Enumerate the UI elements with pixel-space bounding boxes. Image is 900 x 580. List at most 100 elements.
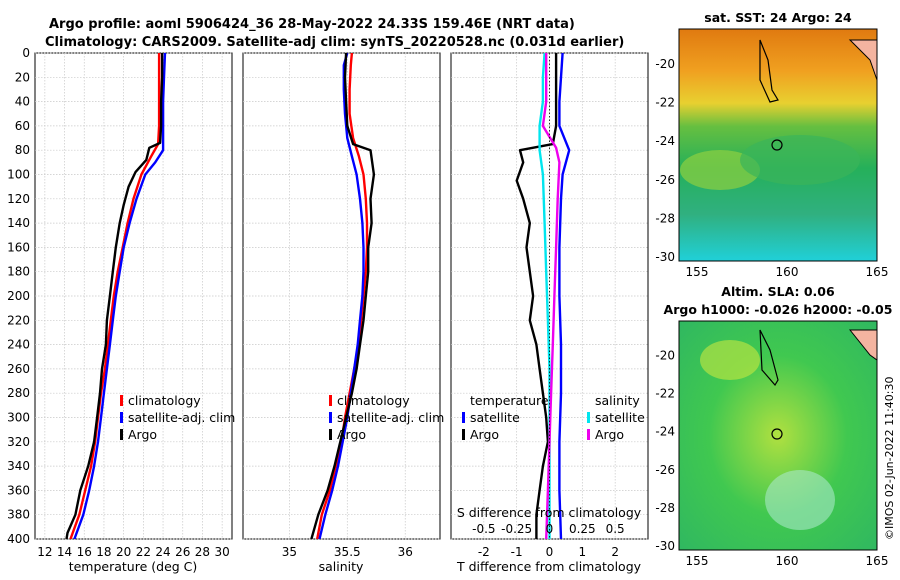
temperature-tick-labels: 12 14 16 18 20 22 24 26 28 30 — [37, 545, 230, 559]
sst-map-title: sat. SST: 24 Argo: 24 — [704, 10, 852, 25]
map-x-tick-label: 160 — [776, 554, 799, 568]
temperature-xlabel: temperature (deg C) — [69, 559, 198, 574]
sla-map-title-1: Altim. SLA: 0.06 — [721, 284, 835, 299]
s-tick-label: 0.5 — [606, 522, 625, 536]
legend-mark-s-satellite — [587, 412, 590, 423]
series-line-satellite-adj-clim — [73, 53, 167, 539]
sst-cool-patch — [740, 135, 860, 185]
sla-high-patch — [700, 340, 760, 380]
map-y-tick-label: -22 — [655, 387, 675, 401]
x-tick-label: -1 — [511, 545, 523, 559]
y-tick-label: 180 — [7, 265, 30, 279]
y-tick-label: 160 — [7, 240, 30, 254]
x-tick-label: 24 — [155, 545, 170, 559]
y-tick-label: 100 — [7, 168, 30, 182]
map-y-tick-label: -26 — [655, 173, 675, 187]
s-tick-label: -0.5 — [472, 522, 495, 536]
sla-map-title-2: Argo h1000: -0.026 h2000: -0.05 — [664, 302, 893, 317]
sla-reef-contour — [759, 329, 779, 387]
s-difference-tick-labels: -0.5 -0.25 0 0.25 0.5 — [472, 522, 625, 536]
series-line-argo — [65, 53, 164, 539]
salinity-tick-labels: 35 35.5 36 — [282, 545, 413, 559]
series-line-argo — [310, 53, 376, 539]
salinity-axes — [242, 52, 441, 540]
map-y-tick-label: -22 — [655, 95, 675, 109]
x-tick-label: 20 — [116, 545, 131, 559]
x-tick-label: 1 — [579, 545, 587, 559]
y-tick-label: 400 — [7, 532, 30, 546]
x-tick-label: 26 — [175, 545, 190, 559]
legend-argo: Argo — [337, 427, 366, 442]
difference-legend: temperature satellite Argo salinity sate… — [462, 393, 645, 442]
x-tick-label: 30 — [215, 545, 230, 559]
legend-satellite: satellite-adj. clim — [128, 410, 235, 425]
map-x-tick-label: 165 — [866, 554, 889, 568]
sla-tick-labels: 155 160 165 -20 -22 -24 -26 -28 -30 — [655, 348, 888, 568]
legend-s-argo: Argo — [595, 427, 624, 442]
x-tick-label: 36 — [398, 545, 413, 559]
x-tick-label: 28 — [195, 545, 210, 559]
sla-argo-marker — [771, 428, 783, 440]
y-tick-label: 340 — [7, 459, 30, 473]
y-tick-label: 20 — [15, 70, 30, 84]
legend-t-satellite: satellite — [470, 410, 520, 425]
sla-low-patch — [765, 470, 835, 530]
temperature-axes — [34, 52, 233, 540]
difference-xlabel: T difference from climatology — [456, 559, 642, 574]
legend-mark-climatology — [329, 395, 332, 406]
series-line-climatology — [69, 53, 161, 539]
map-y-tick-label: -28 — [655, 501, 675, 515]
y-tick-label: 240 — [7, 338, 30, 352]
legend-mark-satellite — [120, 412, 123, 423]
series-line-t-argo — [515, 53, 558, 539]
y-tick-label: 200 — [7, 289, 30, 303]
x-tick-label: 12 — [37, 545, 52, 559]
legend-temperature-title: temperature — [470, 393, 549, 408]
legend-mark-argo — [329, 429, 332, 440]
s-tick-label: -0.25 — [501, 522, 532, 536]
x-tick-label: 35.5 — [334, 545, 361, 559]
s-tick-label: 0.25 — [569, 522, 596, 536]
y-tick-label: 80 — [15, 143, 30, 157]
legend-mark-argo — [120, 429, 123, 440]
y-tick-label: 260 — [7, 362, 30, 376]
map-x-tick-label: 160 — [776, 265, 799, 279]
sla-map-frame — [678, 320, 878, 551]
x-tick-label: 22 — [136, 545, 151, 559]
legend-climatology: climatology — [128, 393, 201, 408]
y-tick-label: 380 — [7, 508, 30, 522]
map-y-tick-label: -24 — [655, 134, 675, 148]
x-tick-label: 14 — [57, 545, 72, 559]
map-y-tick-label: -20 — [655, 348, 675, 362]
map-y-tick-label: -30 — [655, 539, 675, 553]
sst-map — [678, 28, 878, 262]
credit: ©IMOS 02-Jun-2022 11:40:30 — [883, 376, 896, 540]
x-tick-label: 2 — [611, 545, 619, 559]
legend-mark-climatology — [120, 395, 123, 406]
y-tick-label: 120 — [7, 192, 30, 206]
temperature-legend: climatology satellite-adj. clim Argo — [120, 393, 235, 442]
depth-tick-labels: 0 20 40 60 80 100 120 140 160 180 200 220 240 260 280 3… — [7, 46, 30, 546]
difference-tick-labels: -2 -1 0 1 2 — [478, 545, 619, 559]
x-tick-label: -2 — [478, 545, 490, 559]
sst-argo-marker — [771, 139, 783, 151]
legend-argo: Argo — [128, 427, 157, 442]
y-tick-label: 360 — [7, 483, 30, 497]
y-tick-label: 220 — [7, 313, 30, 327]
sst-map-frame — [678, 28, 878, 262]
x-tick-label: 16 — [77, 545, 92, 559]
y-tick-label: 300 — [7, 411, 30, 425]
map-x-tick-label: 165 — [866, 265, 889, 279]
series-line-t-satellite — [558, 53, 571, 539]
legend-mark-t-argo — [462, 429, 465, 440]
map-x-tick-label: 155 — [686, 554, 709, 568]
map-y-tick-label: -30 — [655, 250, 675, 264]
y-tick-label: 60 — [15, 119, 30, 133]
y-tick-label: 0 — [22, 46, 30, 60]
temperature-grid — [35, 52, 232, 540]
x-tick-label: 35 — [282, 545, 297, 559]
sst-reef-contour — [759, 39, 779, 103]
legend-satellite: satellite-adj. clim — [337, 410, 444, 425]
map-y-tick-label: -26 — [655, 463, 675, 477]
